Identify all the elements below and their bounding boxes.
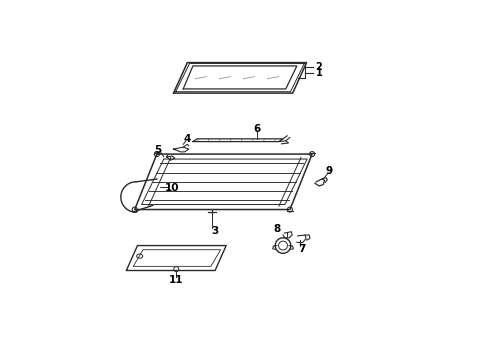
Text: 10: 10: [165, 183, 179, 193]
Text: 7: 7: [298, 244, 305, 254]
Text: 9: 9: [326, 166, 333, 176]
Text: 1: 1: [316, 68, 322, 78]
Text: 3: 3: [212, 226, 219, 236]
Text: 6: 6: [253, 123, 260, 134]
Text: 8: 8: [273, 224, 280, 234]
Text: 4: 4: [184, 134, 191, 144]
Text: 2: 2: [316, 62, 322, 72]
Text: 5: 5: [155, 145, 162, 155]
Text: 11: 11: [169, 275, 184, 285]
